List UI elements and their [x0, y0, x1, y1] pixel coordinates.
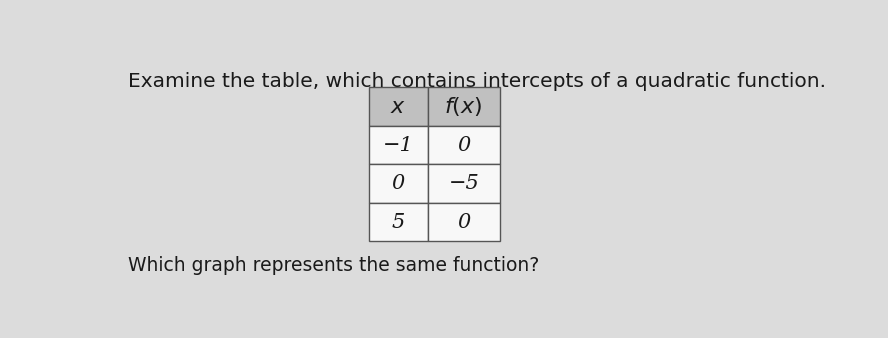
Bar	[428, 165, 500, 203]
Text: Which graph represents the same function?: Which graph represents the same function…	[128, 256, 539, 275]
Bar	[369, 165, 428, 203]
Text: 0: 0	[457, 136, 471, 155]
Bar	[369, 203, 428, 241]
Bar	[428, 126, 500, 165]
Text: −5: −5	[448, 174, 480, 193]
Bar	[369, 88, 428, 126]
Text: 5: 5	[392, 213, 405, 232]
Bar	[428, 88, 500, 126]
Text: $x$: $x$	[391, 96, 407, 118]
Bar	[369, 126, 428, 165]
Text: 0: 0	[457, 213, 471, 232]
Text: $f(x)$: $f(x)$	[445, 95, 483, 118]
Text: 0: 0	[392, 174, 405, 193]
Text: −1: −1	[383, 136, 414, 155]
Bar	[428, 203, 500, 241]
Text: Examine the table, which contains intercepts of a quadratic function.: Examine the table, which contains interc…	[128, 72, 826, 91]
